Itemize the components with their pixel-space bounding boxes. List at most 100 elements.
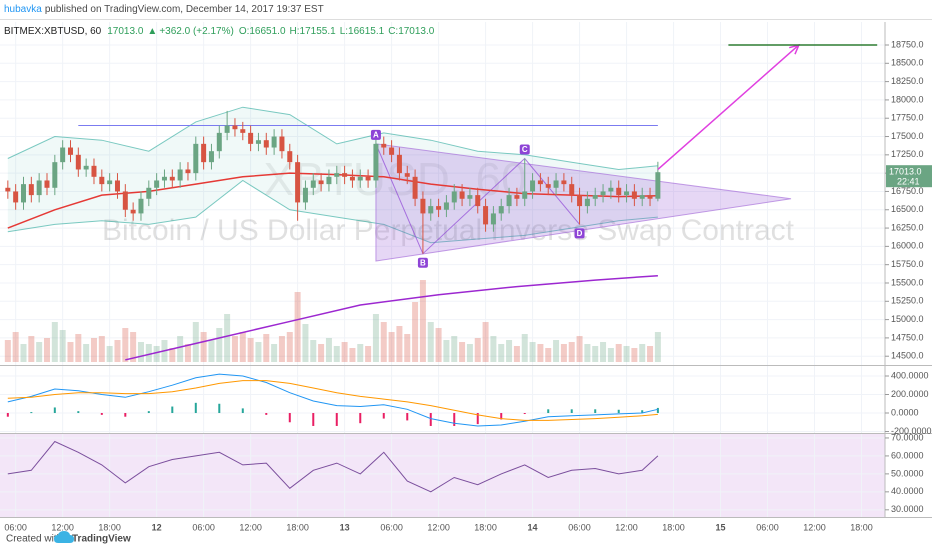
candle-body <box>545 184 551 188</box>
candle-body <box>498 206 504 214</box>
candle-body <box>20 184 26 203</box>
candle-body <box>639 195 645 199</box>
volume-bar <box>537 344 544 362</box>
candle-body <box>52 162 58 188</box>
pattern-point <box>574 228 585 239</box>
volume-bar <box>90 338 97 362</box>
pattern-point <box>417 257 428 268</box>
volume-bar <box>506 340 513 362</box>
volume-bar <box>365 346 372 362</box>
x-tick-label: 06:00 <box>192 522 215 532</box>
candle-body <box>404 173 410 177</box>
candle-body <box>122 191 128 210</box>
x-tick-label: 18:00 <box>474 522 497 532</box>
rsi-line <box>7 440 659 493</box>
volume-bar <box>302 324 309 362</box>
candle-body <box>655 172 661 199</box>
footer-brand[interactable]: TradingView <box>72 534 131 545</box>
volume-bar <box>75 334 82 362</box>
volume-bar <box>631 348 638 362</box>
volume-bar <box>224 314 231 362</box>
volume-bar <box>419 280 426 362</box>
candle-body <box>154 180 160 188</box>
volume-bar <box>623 346 630 362</box>
volume-bar <box>576 336 583 362</box>
histogram-bar <box>570 409 573 414</box>
y-tick-label: 15250.0 <box>891 296 924 306</box>
candle-body <box>224 125 230 133</box>
x-tick-label: 06:00 <box>568 522 591 532</box>
candle-body <box>99 176 105 185</box>
last-price-label: 17013.0 <box>889 167 922 177</box>
candle-body <box>146 187 152 199</box>
volume-bar <box>192 322 199 362</box>
volume-bar <box>639 344 646 362</box>
volume-bar <box>560 344 567 362</box>
volume-bar <box>294 292 301 362</box>
band-lower <box>7 179 658 244</box>
volume-bar <box>451 336 458 362</box>
brand-logo <box>54 531 74 543</box>
y-tick-label: 15750.0 <box>891 259 924 269</box>
candle-body <box>302 187 308 203</box>
y-tick-label: 16750.0 <box>891 186 924 196</box>
candle-body <box>522 191 528 199</box>
x-tick-label: 06:00 <box>756 522 779 532</box>
candle-body <box>232 125 238 130</box>
volume-bar <box>278 336 285 362</box>
histogram-bar <box>53 407 56 414</box>
candle-body <box>75 154 81 170</box>
candle-body <box>647 195 653 199</box>
legend-close: C:17013.0 <box>388 26 435 37</box>
volume-bar <box>435 328 442 362</box>
volume-bar <box>83 344 90 362</box>
x-tick-label: 18:00 <box>850 522 873 532</box>
histogram-bar <box>194 402 197 414</box>
candle-body <box>240 129 246 133</box>
published: published on TradingView.com, December 1… <box>45 4 324 15</box>
y-tick-label: 18000.0 <box>891 94 924 104</box>
y-tick-label: 15500.0 <box>891 277 924 287</box>
y-tick-label: 70.0000 <box>891 432 924 442</box>
y-tick-label: -200.0000 <box>891 426 932 436</box>
volume-bar <box>584 344 591 362</box>
candle-body <box>420 198 426 214</box>
candle-body <box>349 176 355 181</box>
histogram-bar <box>288 413 291 423</box>
volume-bar <box>396 326 403 362</box>
volume-bar <box>654 332 661 362</box>
candle-body <box>365 176 371 181</box>
volume-bar <box>600 342 607 362</box>
volume-bar <box>466 344 473 362</box>
volume-bar <box>357 344 364 362</box>
volume-bar <box>4 340 11 362</box>
candle-body <box>569 184 575 196</box>
volume-bar <box>427 322 434 362</box>
histogram-bar <box>171 406 174 414</box>
legend-open: O:16651.0 <box>239 26 286 37</box>
candle-body <box>67 147 73 155</box>
y-tick-label: 40.0000 <box>891 486 924 496</box>
countdown-label: 22:41 <box>897 177 920 187</box>
candle-body <box>177 169 183 181</box>
volume-bar <box>114 340 121 362</box>
candle-body <box>138 198 144 214</box>
candle-body <box>412 176 418 199</box>
header: hubavka published on TradingView.com, Dec… <box>4 4 324 15</box>
band-upper <box>7 106 658 171</box>
y-tick-label: 50.0000 <box>891 468 924 478</box>
volume-bar <box>318 344 325 362</box>
y-tick-label: 14750.0 <box>891 332 924 342</box>
volume-bar <box>43 338 50 362</box>
y-tick-label: 18250.0 <box>891 76 924 86</box>
last-price-box <box>886 165 932 188</box>
candle-body <box>537 180 543 185</box>
candle-body <box>287 151 293 163</box>
legend-low: L:16615.1 <box>340 26 385 37</box>
author[interactable]: hubavka <box>4 4 42 15</box>
volume-bar <box>12 332 19 362</box>
candle-body <box>310 180 316 188</box>
histogram-bar <box>312 413 315 426</box>
volume-bar <box>443 340 450 362</box>
